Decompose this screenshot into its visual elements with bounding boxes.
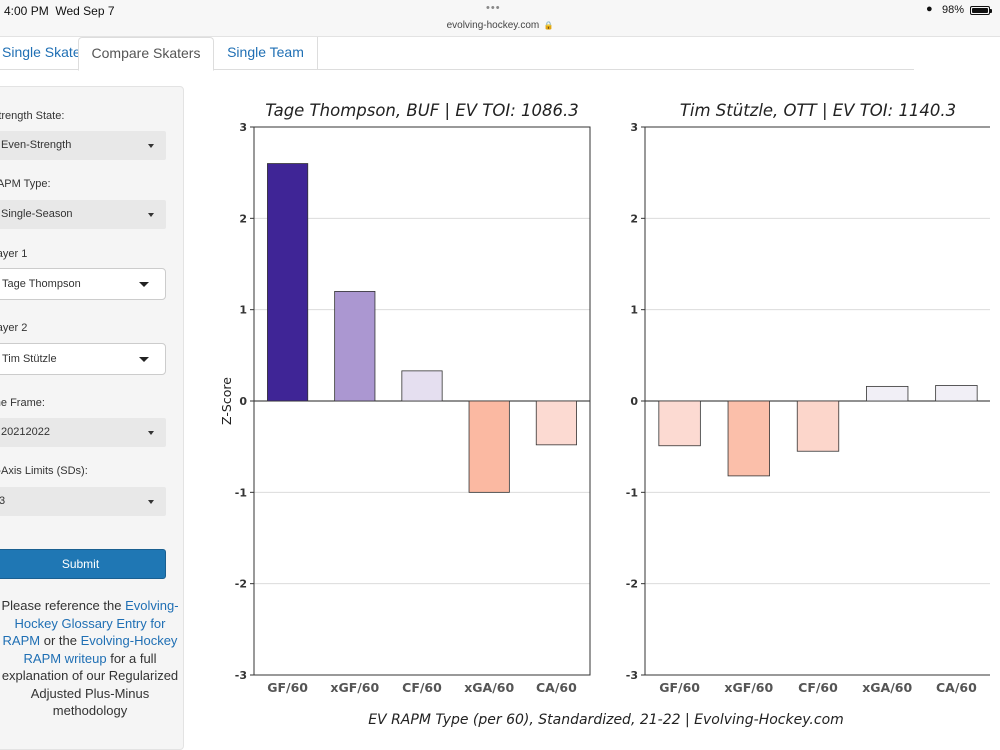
bar-cf-60 <box>796 400 840 452</box>
x-tick-label: GF/60 <box>267 680 308 695</box>
submit-button[interactable]: Submit <box>0 549 166 579</box>
y-tick-label: 0 <box>630 395 638 408</box>
info-text-post: for a full explanation of our Regularize… <box>1 650 179 719</box>
info-text-pre: Please reference the <box>1 598 122 613</box>
bar-xgf-60 <box>727 400 770 477</box>
chart-caption: EV RAPM Type (per 60), Standardized, 21-… <box>368 712 844 728</box>
axis-limits-label: Y-Axis Limits (SDs): <box>0 465 88 477</box>
player1-label: Player 1 <box>0 248 28 260</box>
bar-xgf-60 <box>334 290 376 402</box>
tab-dots-icon[interactable]: ••• <box>486 2 501 14</box>
rapm-type-label: RAPM Type: <box>0 178 51 190</box>
axis-limits-select[interactable]: 3 <box>0 487 166 516</box>
tab-single-team[interactable]: Single Team <box>214 37 318 70</box>
chevron-down-icon <box>139 357 149 362</box>
y-tick-label: 0 <box>239 395 247 408</box>
status-time: 4:00 PM Wed Sep 7 <box>4 4 115 18</box>
y-tick-label: -2 <box>235 578 247 591</box>
bar-ca-60 <box>535 400 577 446</box>
x-tick-label: CF/60 <box>798 680 838 695</box>
bar-gf-60 <box>267 163 309 402</box>
bar-gf-60 <box>658 400 701 447</box>
y-tick-label: 1 <box>239 304 247 317</box>
x-tick-label: xGF/60 <box>724 680 773 695</box>
y-tick-label: 3 <box>630 121 638 134</box>
chevron-down-icon <box>139 282 149 287</box>
player2-label: Player 2 <box>0 322 28 334</box>
chevron-down-icon <box>148 213 154 217</box>
rapm-comparison-chart: Z-Score 3 2 1 0 -1 -2 -3 GF/60 xGF/60 CF/60 xGA/60 C… <box>219 101 990 728</box>
address-bar[interactable]: evolving-hockey.com 🔒 <box>446 20 554 31</box>
lock-icon: 🔒 <box>541 21 554 30</box>
x-tick-label: CA/60 <box>536 680 577 695</box>
battery-icon <box>970 6 992 15</box>
status-bar: 4:00 PM Wed Sep 7 ••• evolving-hockey.co… <box>0 0 1000 37</box>
bar-xga-60 <box>866 385 909 402</box>
bar-xga-60 <box>468 400 510 493</box>
time-frame-select[interactable]: 20212022 <box>0 418 166 447</box>
y-tick-label: 3 <box>239 121 247 134</box>
y-tick-label: -3 <box>235 669 247 682</box>
rapm-writeup-link[interactable]: Evolving-Hockey RAPM writeup <box>23 633 178 666</box>
y-tick-label: -2 <box>626 578 638 591</box>
panel-title: Tage Thompson, BUF | EV TOI: 1086.3 <box>265 101 579 120</box>
bar-ca-60 <box>935 385 978 402</box>
tab-single-skater[interactable]: Single Skater <box>2 44 86 60</box>
y-tick-label: 2 <box>239 212 247 225</box>
x-tick-label: xGA/60 <box>862 680 912 695</box>
player1-select[interactable]: Tage Thompson <box>0 268 166 300</box>
wifi-icon: ● <box>926 3 933 15</box>
chevron-down-icon <box>148 144 154 148</box>
y-tick-label: -1 <box>235 486 247 499</box>
info-text-mid: or the <box>43 633 77 648</box>
bar-cf-60 <box>401 370 443 402</box>
tab-bar: Single Skater Compare Skaters Single Tea… <box>0 37 914 71</box>
player2-select[interactable]: Tim Stützle <box>0 343 166 375</box>
y-tick-label: -1 <box>626 486 638 499</box>
chevron-down-icon <box>148 500 154 504</box>
plot-frame <box>644 126 990 676</box>
x-tick-label: CA/60 <box>936 680 977 695</box>
y-tick-label: 1 <box>630 304 638 317</box>
x-tick-label: CF/60 <box>402 680 442 695</box>
time-frame-label: Time Frame: <box>0 397 45 409</box>
battery-percent: 98% <box>942 4 965 16</box>
methodology-note: Please reference the Evolving-Hockey Glo… <box>0 597 183 720</box>
x-tick-label: xGA/60 <box>464 680 514 695</box>
y-tick-label: 2 <box>630 212 638 225</box>
x-tick-label: GF/60 <box>659 680 700 695</box>
plot-frame <box>253 126 591 676</box>
tab-compare-skaters[interactable]: Compare Skaters <box>78 37 214 71</box>
y-axis-label: Z-Score <box>219 377 234 425</box>
strength-state-select[interactable]: Even-Strength <box>0 131 166 160</box>
x-tick-label: xGF/60 <box>330 680 379 695</box>
panel-title: Tim Stützle, OTT | EV TOI: 1140.3 <box>680 101 956 120</box>
sidebar-panel: Strength State: Even-Strength RAPM Type:… <box>0 86 184 750</box>
strength-state-label: Strength State: <box>0 110 65 122</box>
y-tick-label: -3 <box>626 669 638 682</box>
chevron-down-icon <box>148 431 154 435</box>
glossary-link[interactable]: Evolving-Hockey Glossary Entry for RAPM <box>2 598 179 648</box>
rapm-type-select[interactable]: Single-Season <box>0 200 166 229</box>
